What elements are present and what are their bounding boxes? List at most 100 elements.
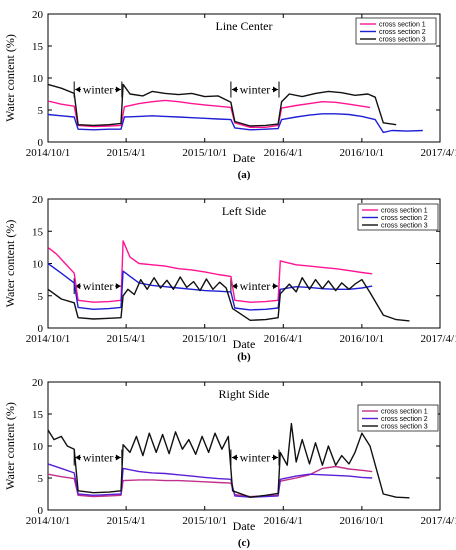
winter-label: winter <box>83 451 114 465</box>
winter-arrow-left <box>75 454 81 461</box>
y-tick-label: 5 <box>38 105 44 117</box>
y-tick-label: 10 <box>32 259 44 271</box>
y-axis-title: Water content (%) <box>3 34 17 122</box>
x-tick-label: 2015/4/1 <box>107 515 146 527</box>
winter-label-bg <box>237 278 272 293</box>
panel-caption: (c) <box>238 537 251 549</box>
winter-label: winter <box>240 451 271 465</box>
y-tick-label: 0 <box>38 323 44 335</box>
winter-arrow-right <box>272 283 278 290</box>
chart-panel-2: 0 5 10 15 20 2014/10/1 2015/4/1 2015/10/1 2016/4… <box>3 194 456 363</box>
x-tick-label: 2014/10/1 <box>26 515 71 527</box>
x-tick-label: 2015/4/1 <box>107 333 146 345</box>
winter-annotation: winter <box>73 449 123 466</box>
winter-arrow-right <box>115 283 121 290</box>
series-line-3 <box>47 422 410 499</box>
winter-label: winter <box>83 83 114 97</box>
series-line-1 <box>47 465 373 498</box>
series-line-1 <box>47 99 371 128</box>
y-tick-label: 20 <box>32 377 44 389</box>
y-tick-label: 10 <box>32 441 44 453</box>
winter-arrow-left <box>231 454 237 461</box>
x-axis-title: Date <box>233 151 256 165</box>
x-tick-label: 2017/4/1 <box>420 515 456 527</box>
x-tick-label: 2015/10/1 <box>182 333 227 345</box>
legend-label: cross section 3 <box>379 37 426 44</box>
x-tick-label: 2017/4/1 <box>420 147 456 159</box>
x-tick-label: 2014/10/1 <box>26 333 71 345</box>
winter-label-bg <box>81 449 116 464</box>
winter-annotation: winter <box>73 81 123 98</box>
winter-label-bg <box>81 81 116 96</box>
legend-label: cross section 1 <box>381 409 428 416</box>
y-tick-label: 10 <box>32 73 44 85</box>
x-tick-label: 2016/10/1 <box>340 147 385 159</box>
y-tick-label: 15 <box>32 41 44 53</box>
legend-label: cross section 1 <box>379 22 426 29</box>
y-tick-label: 20 <box>32 9 44 21</box>
winter-label-bg <box>237 81 272 96</box>
panel-title: Left Side <box>222 204 266 218</box>
x-tick-label: 2015/10/1 <box>182 147 227 159</box>
winter-annotation: winter <box>230 81 280 98</box>
series-line-2 <box>47 113 423 134</box>
winter-arrow-left <box>231 283 237 290</box>
winter-annotation: winter <box>230 449 280 466</box>
y-tick-label: 15 <box>32 409 44 421</box>
x-tick-label: 2014/10/1 <box>26 147 71 159</box>
legend-label: cross section 2 <box>379 29 426 36</box>
winter-arrow-left <box>231 86 237 93</box>
winter-label: winter <box>83 279 114 293</box>
x-tick-label: 2016/4/1 <box>264 333 303 345</box>
panel-caption: (a) <box>238 169 251 181</box>
winter-arrow-right <box>272 454 278 461</box>
x-tick-label: 2016/4/1 <box>264 147 303 159</box>
x-tick-label: 2015/10/1 <box>182 515 227 527</box>
y-tick-label: 15 <box>32 226 44 238</box>
y-tick-label: 0 <box>38 505 44 517</box>
series-line-2 <box>47 463 373 498</box>
winter-annotation: winter <box>230 278 280 295</box>
winter-arrow-right <box>115 86 121 93</box>
legend-label: cross section 1 <box>381 208 428 215</box>
x-tick-label: 2016/10/1 <box>340 333 385 345</box>
x-tick-label: 2016/10/1 <box>340 515 385 527</box>
chart-panel-3: 0 5 10 15 20 2014/10/1 2015/4/1 2015/10/1 2016/4… <box>3 377 456 549</box>
winter-arrow-right <box>272 86 278 93</box>
series-line-3 <box>47 276 410 322</box>
winter-annotation: winter <box>73 278 123 295</box>
chart-panel-1: 0 5 10 15 20 2014/10/1 2015/4/1 2015/10/1 2016/4… <box>3 9 456 181</box>
x-tick-label: 2017/4/1 <box>420 333 456 345</box>
legend-label: cross section 2 <box>381 416 428 423</box>
winter-label-bg <box>81 278 116 293</box>
y-axis-title: Water content (%) <box>3 402 17 490</box>
series-line-2 <box>47 262 373 311</box>
legend-label: cross section 3 <box>381 424 428 431</box>
winter-label-bg <box>237 449 272 464</box>
series-line-1 <box>47 240 373 303</box>
winter-arrow-left <box>75 86 81 93</box>
legend-label: cross section 2 <box>381 215 428 222</box>
y-tick-label: 5 <box>38 291 44 303</box>
y-tick-label: 5 <box>38 473 44 485</box>
plot-frame <box>47 381 441 511</box>
winter-label: winter <box>240 279 271 293</box>
x-tick-label: 2016/4/1 <box>264 515 303 527</box>
panel-title: Right Side <box>218 387 269 401</box>
y-tick-label: 0 <box>38 137 44 149</box>
panel-caption: (b) <box>237 351 251 363</box>
x-axis-title: Date <box>233 337 256 351</box>
series-line-3 <box>47 83 397 127</box>
winter-arrow-right <box>115 454 121 461</box>
y-axis-title: Water content (%) <box>3 220 17 308</box>
winter-arrow-left <box>75 283 81 290</box>
y-tick-label: 20 <box>32 194 44 206</box>
x-axis-title: Date <box>233 519 256 533</box>
winter-label: winter <box>240 83 271 97</box>
panel-title: Line Center <box>216 19 273 33</box>
legend-label: cross section 3 <box>381 223 428 230</box>
